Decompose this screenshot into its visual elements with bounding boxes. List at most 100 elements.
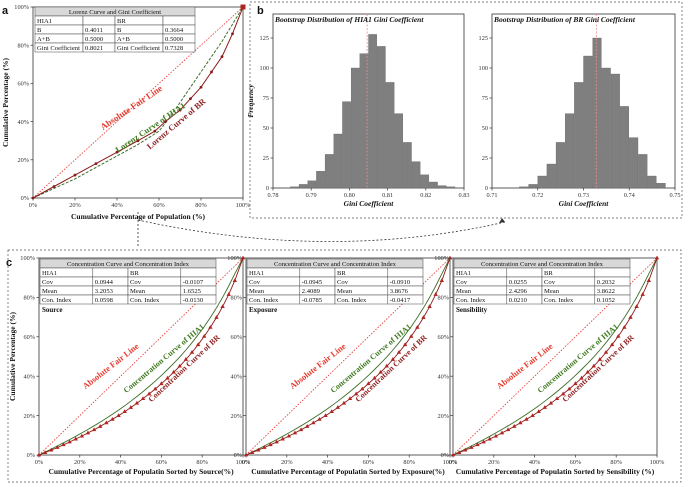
concentration-br-marker	[481, 439, 486, 444]
y-tick-label: 60%	[230, 334, 242, 341]
y-tick-label: 50	[482, 125, 488, 132]
table-cell-text: 2.4296	[509, 288, 528, 295]
table-cell-text: -0.0945	[302, 279, 323, 286]
concentration-br-marker	[390, 357, 396, 361]
lorenz-br-point	[136, 139, 140, 143]
table-cell	[162, 42, 196, 53]
concentration-br-marker	[159, 381, 164, 386]
table-cell-text: Gini Coefficient	[37, 45, 80, 52]
histogram-bar	[537, 175, 547, 189]
x-tick-label: 80%	[610, 459, 622, 466]
table-cell-text: 0.0210	[509, 297, 528, 304]
table-cell-text: 0.0944	[95, 279, 114, 286]
table-cell-text: Cov	[42, 279, 54, 286]
x-tick-label: 20%	[488, 459, 500, 466]
concentration-br-marker	[177, 363, 182, 368]
absolute-fair-line	[452, 257, 658, 456]
table-cell	[299, 267, 336, 278]
table-cell-text: Cov	[130, 279, 142, 286]
lorenz-br-point	[210, 70, 213, 74]
x-tick-label: 0.78	[267, 192, 278, 199]
table-cell-text: BR	[544, 270, 553, 277]
concentration-br-marker	[311, 420, 316, 425]
concentration-br-marker	[456, 450, 462, 455]
x-tick-label: 60%	[156, 459, 168, 466]
lorenz-br-point	[231, 32, 234, 36]
concentration-br-marker	[73, 436, 78, 441]
table-cell-text: A+B	[117, 36, 130, 43]
table-cell	[82, 15, 116, 26]
x-tick-label: 0%	[35, 459, 44, 466]
histogram-bar	[359, 53, 369, 189]
x-tick-label: 0.71	[486, 192, 497, 199]
lorenz-br-point	[220, 55, 224, 59]
table-cell-text: 0.3664	[165, 27, 184, 34]
table-cell	[114, 24, 164, 35]
table-cell-text: 0.7328	[165, 45, 184, 52]
absolute-fair-line	[245, 257, 451, 456]
panel-letter-a: a	[2, 5, 9, 17]
concentration-br-marker	[214, 315, 219, 319]
table-title: Concentration Curve and Concentration In…	[481, 261, 604, 268]
y-tick-label: 80%	[17, 42, 29, 49]
y-tick-label: 75	[263, 95, 269, 102]
concentration-br-marker	[542, 405, 547, 409]
x-tick-label: 100%	[650, 459, 665, 466]
table-cell-text: BR	[117, 18, 126, 25]
x-tick-label: 20%	[281, 459, 293, 466]
concentration-br-marker	[61, 442, 66, 447]
table-cell-text: Mean	[544, 288, 560, 295]
table-cell-text: 0.1052	[597, 297, 615, 304]
y-axis-label: Cumulative Percentage (%)	[8, 312, 17, 402]
table-cell-text: Gini Coefficient	[117, 45, 160, 52]
concentration-br-marker	[554, 396, 560, 401]
x-tick-label: 20%	[74, 459, 86, 466]
concentration-br-marker	[189, 349, 195, 354]
concentration-br-marker	[353, 391, 359, 396]
concentration-br-marker	[274, 439, 279, 444]
table-cell-text: 3.8622	[597, 288, 615, 295]
concentration-br-marker	[616, 334, 621, 338]
lorenz-br-point	[178, 108, 182, 112]
table-cell	[180, 294, 217, 305]
concentration-br-marker	[202, 334, 207, 338]
stats-table: Concentration Curve and Concentration In…	[246, 258, 424, 305]
table-cell	[387, 267, 424, 278]
concentration-br-marker	[536, 409, 541, 414]
histogram-bar	[619, 106, 629, 189]
concentration-br-marker	[128, 405, 133, 409]
panel-c-frame	[7, 249, 682, 483]
concentration-br-marker	[585, 369, 590, 374]
panel-letter-b: b	[257, 5, 264, 17]
y-tick-label: 20%	[437, 413, 449, 420]
concentration-br-marker	[42, 450, 48, 455]
concentration-br-marker	[487, 436, 492, 441]
concentration-br-marker	[433, 292, 438, 296]
y-tick-label: 40%	[23, 373, 35, 380]
concentration-br-marker	[396, 349, 402, 354]
table-cell-text: 2.4089	[302, 288, 321, 295]
concentration-br-marker	[183, 357, 189, 361]
table-title: Concentration Curve and Concentration In…	[67, 261, 190, 268]
table-title: Lorenz Curve and Gini Coefficient	[69, 9, 161, 16]
x-tick-label: 40%	[529, 459, 541, 466]
y-tick-label: 0%	[234, 452, 243, 459]
table-cell-text: 0.2032	[597, 279, 615, 286]
x-axis-label: Gini Coefficient	[559, 199, 610, 208]
concentration-br-marker	[104, 420, 109, 425]
table-cell	[162, 15, 196, 26]
histogram-bar	[565, 113, 575, 189]
concentration-br-marker	[286, 433, 292, 438]
concentration-br-marker	[335, 405, 340, 409]
concentration-br-marker	[560, 391, 566, 396]
x-axis-label: Cumulative Percentage of Population (%)	[71, 212, 206, 221]
y-axis-label: Cumulative Percentage (%)	[1, 58, 10, 148]
concentration-br-marker	[165, 375, 170, 380]
concentration-br-marker	[341, 400, 347, 405]
table-cell-text: Mean	[249, 288, 265, 295]
panel-c-sensibility: 0% 20% 40% 60% 80% 100%0%20%40%60%80%100%Cumu…	[434, 255, 665, 476]
concentration-br-marker	[475, 442, 480, 447]
table-cell-text: Mean	[337, 288, 353, 295]
x-axis-label: Gini Coefficient	[344, 199, 395, 208]
